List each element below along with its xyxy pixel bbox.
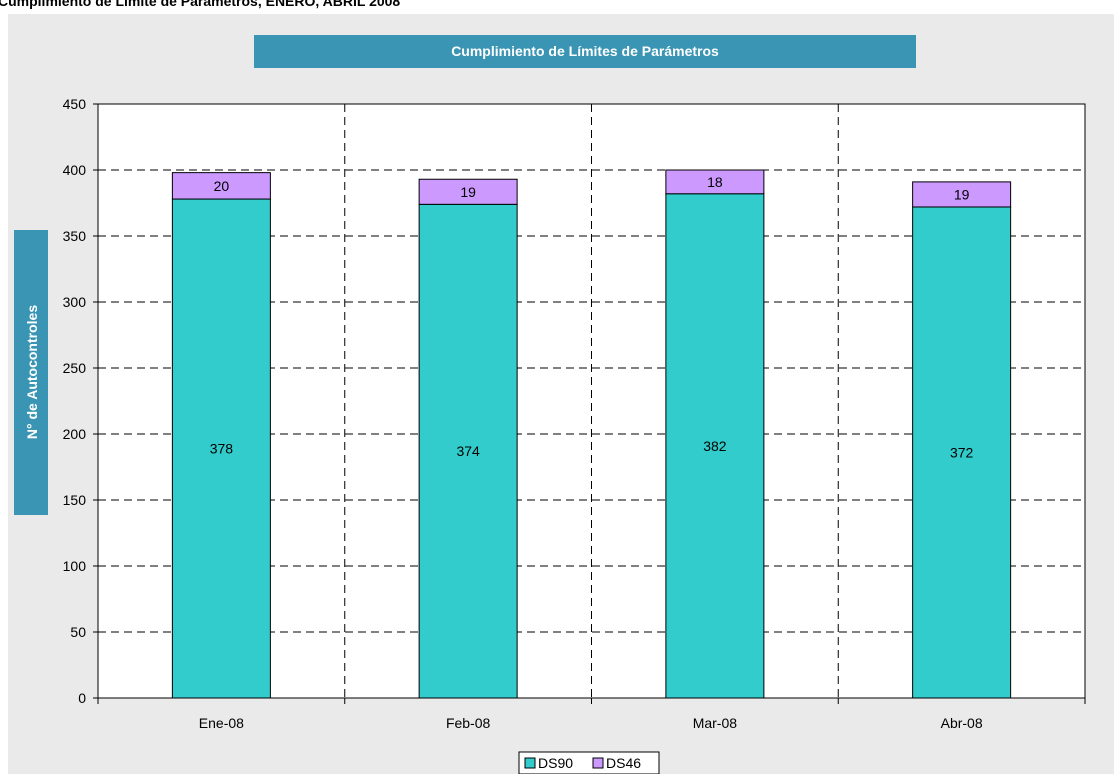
value-label: 19 — [954, 186, 970, 202]
y-axis-label: N° de Autocontroles — [24, 305, 40, 439]
title-box — [254, 35, 916, 68]
legend-swatch — [524, 757, 536, 769]
y-tick-label: 0 — [78, 690, 86, 706]
value-label: 19 — [460, 184, 476, 200]
legend-box — [518, 751, 660, 774]
y-tick-label: 300 — [63, 294, 87, 310]
value-label: 18 — [707, 174, 723, 190]
chart-title: Cumplimiento de Límites de Parámetros — [451, 43, 719, 59]
y-tick-label: 100 — [63, 558, 87, 574]
legend-swatch — [592, 757, 604, 769]
y-tick-label: 50 — [70, 624, 86, 640]
bar-segment — [171, 172, 271, 200]
bar-segment — [418, 203, 518, 699]
y-tick-label: 400 — [63, 162, 87, 178]
bar-segment — [171, 198, 271, 699]
y-tick-label: 250 — [63, 360, 87, 376]
bar-segment — [665, 193, 765, 699]
value-label: 382 — [703, 438, 727, 454]
value-label: 378 — [210, 441, 234, 457]
y-tick-label: 200 — [63, 426, 87, 442]
bar-segment — [665, 169, 765, 195]
legend-label: DS46 — [606, 755, 641, 771]
y-tick-label: 450 — [63, 96, 87, 112]
value-label: 20 — [214, 178, 230, 194]
y-tick-label: 350 — [63, 228, 87, 244]
y-tick-label: 150 — [63, 492, 87, 508]
x-tick-label: Feb-08 — [446, 715, 491, 731]
bar-segment — [418, 178, 518, 205]
legend-label: DS90 — [538, 755, 573, 771]
value-label: 374 — [456, 443, 480, 459]
x-tick-label: Abr-08 — [941, 715, 983, 731]
bar-segment — [912, 181, 1012, 208]
bar-segment — [912, 206, 1012, 699]
x-tick-label: Ene-08 — [199, 715, 244, 731]
value-label: 372 — [950, 444, 974, 460]
x-tick-label: Mar-08 — [693, 715, 738, 731]
y-label-box — [14, 230, 48, 515]
page-heading: Cumplimiento de Límite de Parámetros, EN… — [0, 0, 400, 9]
